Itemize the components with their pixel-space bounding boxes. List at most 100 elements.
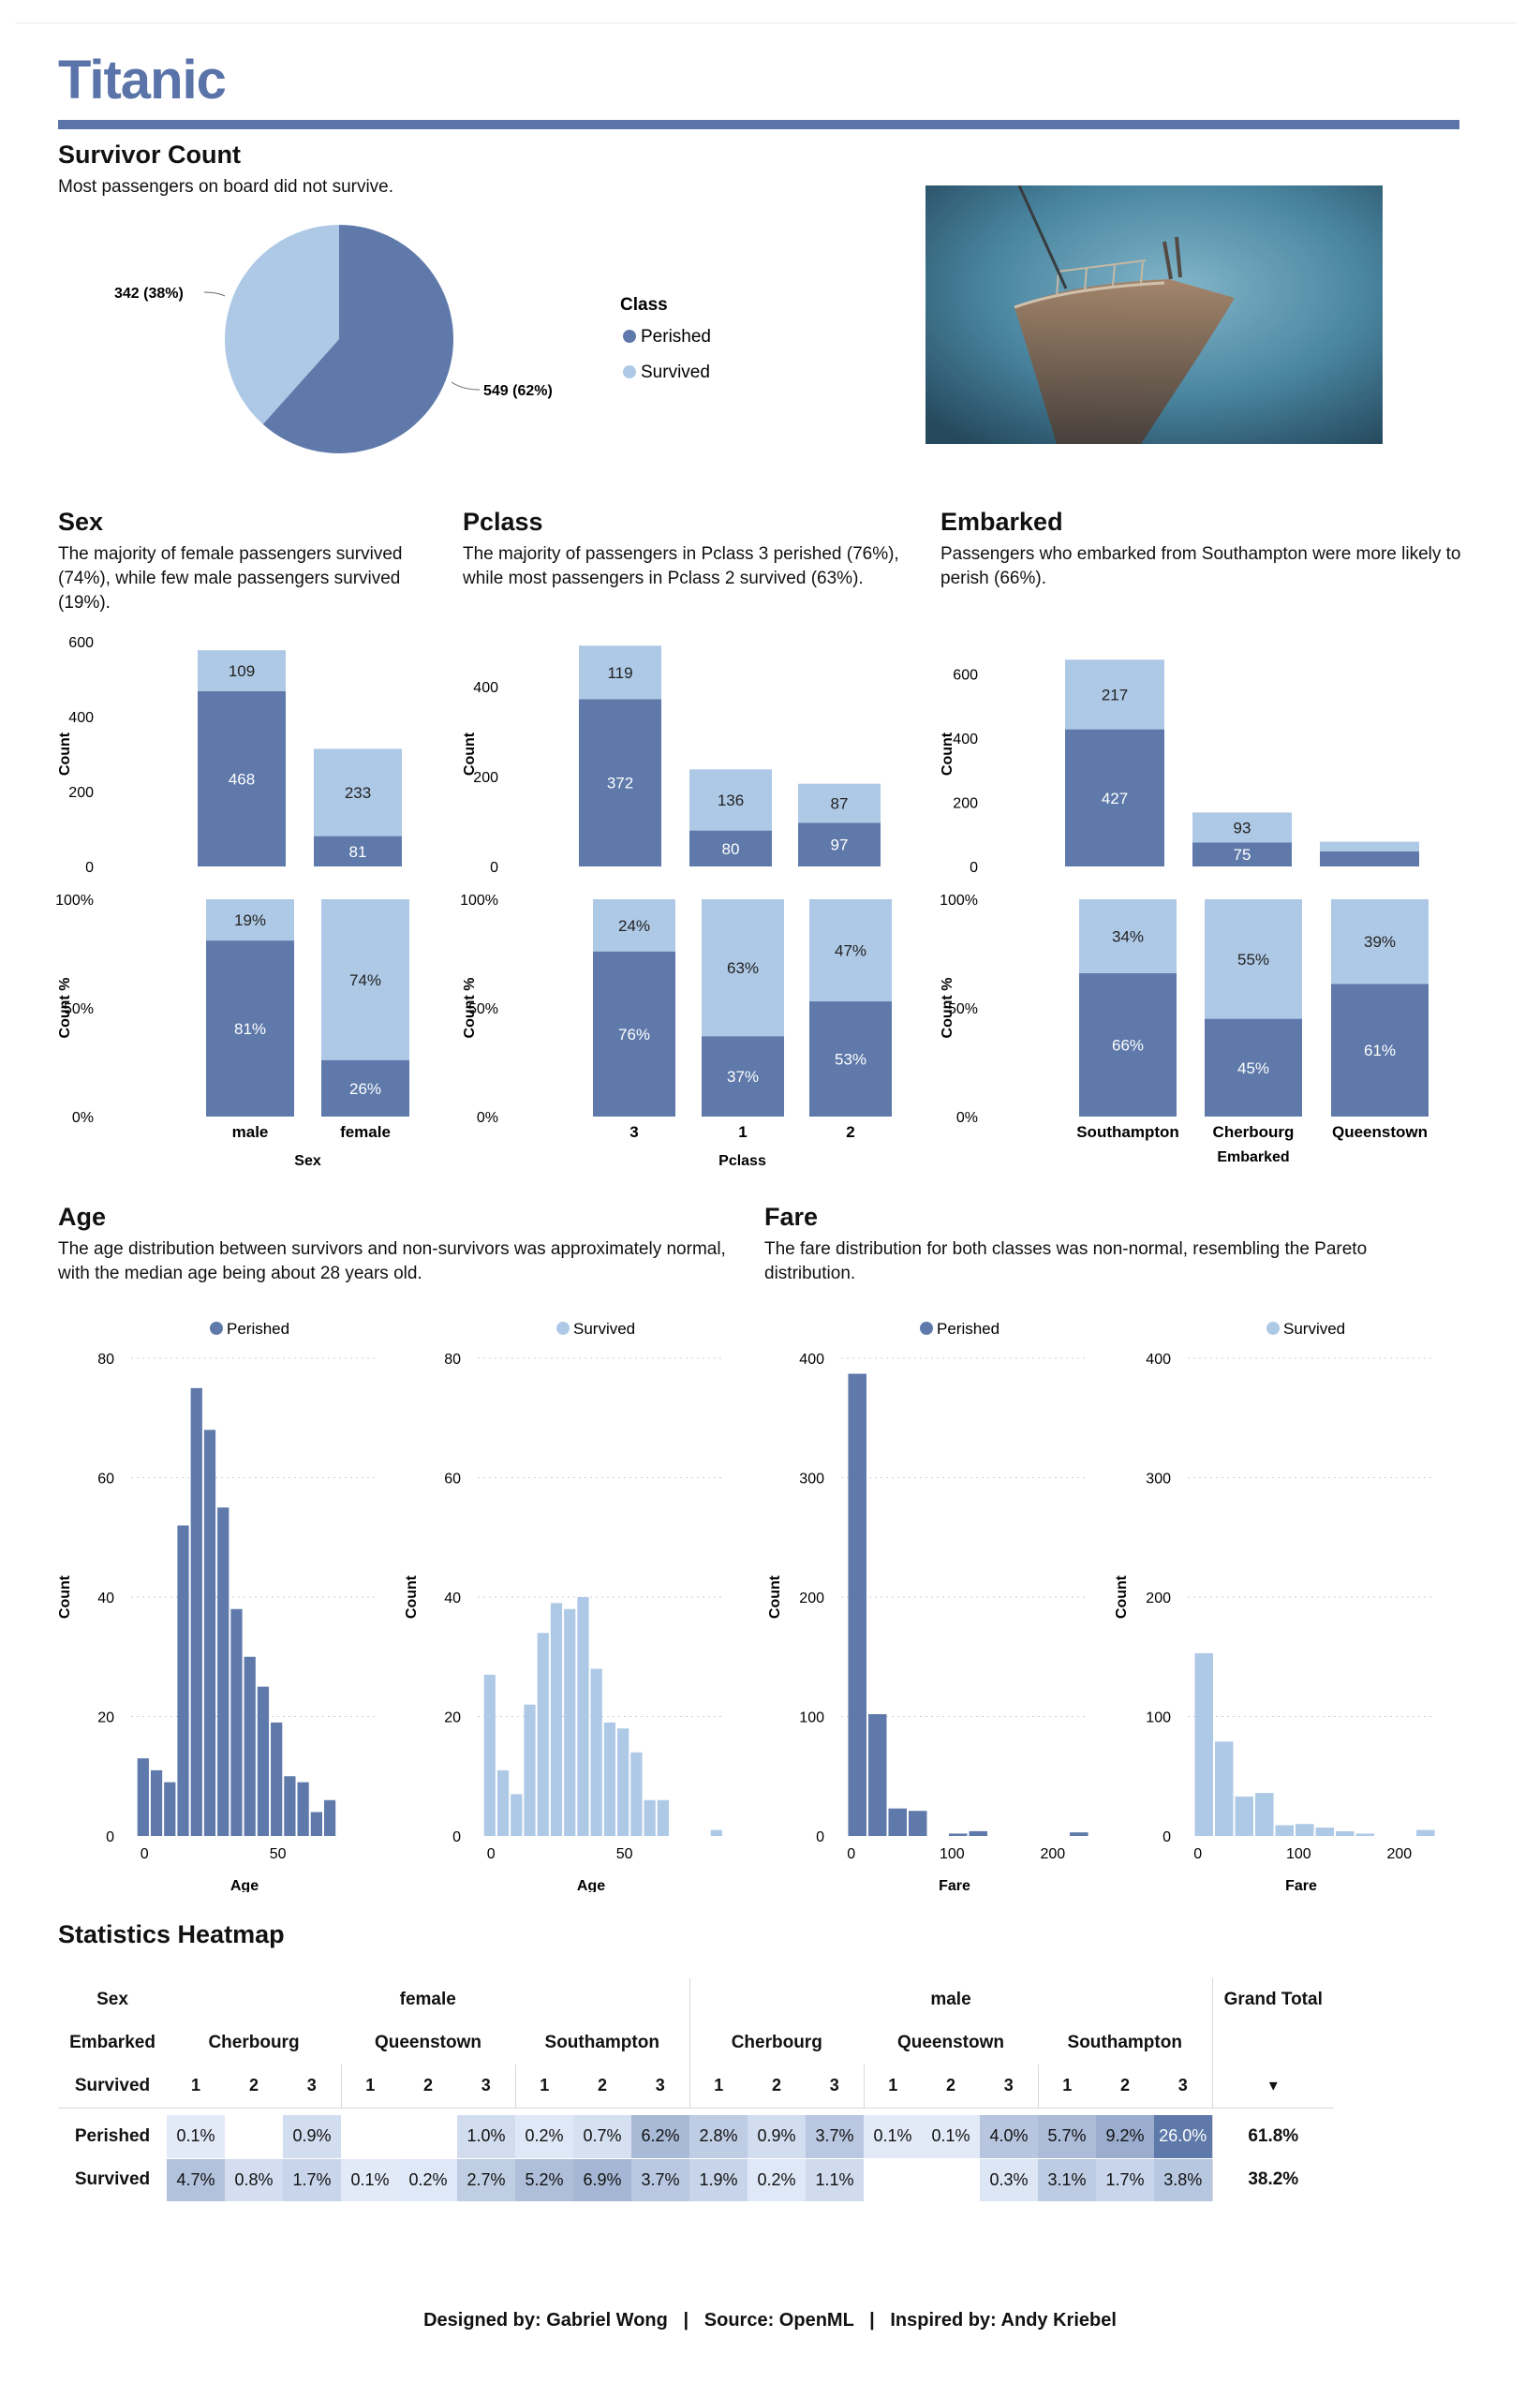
data-label-perished: 427 [1102,790,1128,807]
x-axis-label: Pclass [718,1153,766,1169]
data-label-survived: 63% [727,959,759,977]
data-label-survived: 233 [345,784,371,802]
histogram-bar [1254,1793,1274,1836]
pie-leader-perished [451,381,481,391]
title-rule [58,120,1459,129]
sex-desc: The majority of female passengers surviv… [58,544,403,613]
y-axis-label: Count % [462,978,478,1039]
embarked-desc: Passengers who embarked from Southampton… [940,544,1461,588]
heatmap-row-header-embarked: Embarked [69,2033,155,2052]
heatmap-cell: 9.2% [1096,2115,1154,2159]
heatmap-cell: 6.2% [631,2115,689,2159]
heatmap-blank [1211,2021,1334,2065]
y-tick-label: 80 [444,1352,461,1368]
y-tick-label: 0% [72,1110,94,1126]
histogram-bar [284,1776,296,1836]
y-axis-label: Count [57,732,73,776]
survivor-desc: Most passengers on board did not survive… [58,177,394,197]
heatmap-cell: 3.1% [1038,2158,1096,2202]
x-tick-label: 2 [846,1123,854,1141]
heatmap-class-header: 1 [1037,2065,1096,2109]
histogram-bar [888,1808,907,1836]
data-label-survived: 24% [618,917,650,935]
data-label-survived: 136 [718,792,744,809]
data-label-perished: 76% [618,1026,650,1043]
heatmap-cell: 0.2% [515,2115,573,2159]
heatmap-cell: 0.1% [341,2158,399,2202]
heatmap-cell: 0.9% [283,2115,341,2159]
y-tick-label: 20 [97,1710,114,1726]
histogram-bar [177,1525,189,1836]
heatmap-class-header: 2 [1096,2065,1154,2109]
heatmap-class-header: 1 [340,2065,399,2109]
histogram-bar [257,1686,270,1836]
y-tick-label: 200 [799,1591,824,1606]
data-label-survived: 34% [1112,927,1144,945]
histogram-bar [244,1656,256,1836]
heatmap-port-header: Cherbourg [208,2033,300,2052]
heatmap-class-header: 1 [167,2065,225,2109]
top-divider [15,22,1518,23]
heatmap-cell [341,2115,399,2159]
bar-perished [1205,1018,1302,1117]
sex-percent-chart: Count % 0% 50% 100% 81% 19% male 26% 74% female Se… [55,893,409,1169]
bar-perished [198,690,286,866]
y-tick-label: 0 [1162,1829,1171,1845]
y-tick-label: 50% [468,1001,498,1017]
bar-survived [593,899,675,952]
histogram-bar [577,1597,589,1836]
heatmap-class-header: 2 [922,2065,980,2109]
bar-perished [689,830,772,866]
x-axis-label: Age [577,1878,605,1892]
histogram-bar [203,1429,216,1836]
heatmap-cell: 26.0% [1154,2115,1212,2159]
y-tick-label: 40 [444,1591,461,1606]
data-label-survived: 19% [234,911,266,929]
data-label-survived: 39% [1364,933,1396,951]
histogram-bar [217,1507,230,1836]
y-tick-label: 400 [68,710,94,726]
y-axis-label: Count % [940,978,955,1039]
heatmap-cell: 0.1% [864,2115,922,2159]
bar-survived [1205,899,1302,1019]
fare-survived-histogram: Survived 0 100 200 300 400 0 100 200 Fare Count [1114,1320,1435,1892]
x-tick-label: 100 [940,1846,965,1862]
histogram-bar [867,1713,887,1836]
x-axis-label: Embarked [1217,1149,1289,1165]
y-tick-label: 50% [64,1001,94,1017]
sex-count-chart: Count 0 200 400 600 468 109 81 233 [57,635,402,876]
bar-perished [1331,984,1429,1117]
bar-perished [314,836,402,866]
pie-slice-survived [225,225,339,424]
heatmap-class-header: 1 [689,2065,748,2109]
heatmap-cell: 0.2% [748,2158,806,2202]
heatmap-cell: 0.8% [225,2158,283,2202]
histogram-bar [537,1633,549,1836]
heatmap-spacer [58,2108,1334,2115]
histogram-bar [137,1758,149,1836]
bar-perished [702,1036,784,1117]
x-tick-label: 200 [1387,1846,1413,1862]
bar-survived [321,899,409,1060]
x-tick-label: 50 [616,1846,633,1862]
pie-leader-survived [203,291,226,297]
histogram-bar [1315,1828,1335,1836]
heatmap-cell: 5.2% [515,2158,573,2202]
x-tick-label: 100 [1286,1846,1311,1862]
histogram-bar [710,1829,722,1836]
data-label-perished: 37% [727,1068,759,1086]
y-tick-label: 300 [1146,1472,1171,1488]
data-label-perished: 61% [1364,1042,1396,1059]
x-tick-label: 200 [1041,1846,1066,1862]
bar-survived [314,748,402,836]
fare-title: Fare [764,1203,819,1231]
x-tick-label: Queenstown [1332,1123,1428,1141]
heatmap-cell: 5.7% [1038,2115,1096,2159]
y-tick-label: 400 [799,1352,824,1368]
y-axis-label: Count [1114,1575,1130,1619]
y-tick-label: 400 [953,732,978,747]
data-label-survived: 217 [1102,686,1128,703]
heatmap-port-header: Queenstown [374,2033,481,2052]
embarked-percent-chart: Count % 0% 50% 100% 66% 34% Southampton 45% 55% C… [940,893,1429,1165]
sort-descending-icon[interactable]: ▾ [1211,2065,1334,2109]
